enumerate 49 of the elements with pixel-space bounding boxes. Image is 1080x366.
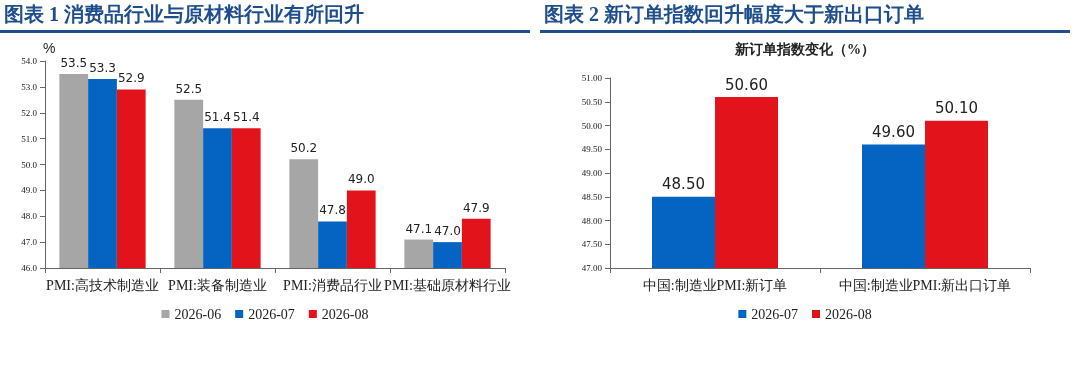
x-tick-label: PMI:装备制造业: [168, 277, 267, 293]
x-tick-label: 中国:制造业PMI:新出口订单: [838, 277, 1012, 293]
y-tick-label: 48.50: [581, 191, 603, 202]
data-label: 47.0: [434, 224, 461, 239]
x-tick-label: PMI:高技术制造业: [46, 277, 159, 293]
data-label: 49.0: [347, 172, 375, 187]
data-label: 49.60: [872, 123, 915, 141]
y-axis-title: %: [43, 40, 56, 56]
chart-title: 图表 1 消费品行业与原材料行业有所回升: [0, 0, 530, 33]
y-tick-label: 47.00: [581, 263, 603, 273]
data-label: 51.4: [232, 110, 260, 125]
x-tick-label: PMI:消费品行业: [283, 277, 382, 293]
legend-label: 2026-06: [174, 306, 222, 322]
y-tick-label: 50.0: [21, 159, 38, 170]
x-tick-label: PMI:基础原材料行业: [384, 277, 511, 293]
data-label: 50.60: [725, 75, 768, 94]
y-tick-label: 50.50: [581, 96, 603, 107]
y-tick-label: 48.0: [21, 211, 38, 222]
data-label: 52.5: [175, 81, 203, 96]
data-label: 52.9: [117, 71, 145, 86]
y-tick-label: 51.00: [581, 73, 603, 83]
y-tick-label: 50.00: [581, 120, 603, 131]
y-tick-label: 48.00: [581, 215, 603, 226]
chart-title: 图表 2 新订单指数回升幅度大于新出口订单: [540, 0, 1070, 33]
data-label: 48.50: [662, 175, 705, 194]
y-tick-label: 46.0: [21, 263, 38, 273]
y-tick-label: 53.0: [21, 81, 38, 92]
legend-label: 2026-07: [248, 306, 295, 322]
y-tick-label: 49.00: [581, 168, 603, 178]
legend-label: 2026-08: [321, 306, 369, 322]
y-tick-label: 54.0: [21, 56, 38, 66]
data-label: 47.9: [462, 200, 490, 215]
data-label: 50.10: [935, 99, 978, 118]
x-tick-label: 中国:制造业PMI:新订单: [642, 277, 788, 293]
legend-label: 2026-08: [825, 306, 872, 322]
y-tick-label: 47.0: [21, 237, 38, 248]
data-label: 47.1: [405, 221, 433, 236]
legend-label: 2026-07: [751, 306, 799, 322]
y-tick-label: 49.50: [581, 144, 603, 155]
data-label: 47.8: [319, 203, 346, 218]
chart-subtitle: 新订单指数变化（%）: [734, 40, 875, 57]
y-tick-label: 51.0: [21, 133, 38, 144]
data-label: 53.3: [89, 61, 116, 76]
y-tick-label: 49.0: [21, 185, 38, 196]
y-tick-label: 47.50: [581, 239, 603, 250]
data-label: 51.4: [204, 110, 231, 125]
y-tick-label: 52.0: [21, 107, 38, 118]
data-label: 50.2: [290, 141, 318, 156]
data-label: 53.5: [60, 55, 88, 70]
